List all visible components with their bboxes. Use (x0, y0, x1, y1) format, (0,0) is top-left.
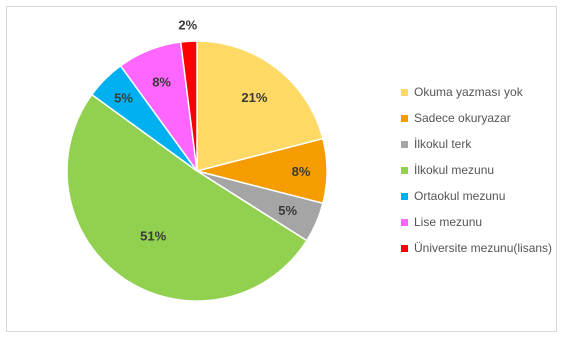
legend-label: Sadece okuryazar (414, 111, 511, 125)
legend-label: Lise mezunu (414, 215, 483, 229)
pie-slice (179, 40, 198, 172)
data-label: 5% (114, 91, 133, 106)
data-label: 8% (152, 75, 171, 90)
legend-swatch (401, 88, 408, 96)
legend-swatch (401, 192, 408, 200)
legend-label: İlkokul mezunu (414, 163, 495, 177)
legend-label: Ortaokul mezunu (414, 189, 506, 203)
data-label: 51% (140, 229, 166, 244)
legend-item: Sadece okuryazar (401, 105, 552, 131)
legend-item: Ortaokul mezunu (401, 183, 552, 209)
legend-label: İlkokul terk (414, 137, 472, 151)
legend: Okuma yazması yok Sadece okuryazar İlkokul… (401, 79, 552, 261)
data-label: 8% (292, 164, 311, 179)
legend-swatch (401, 218, 408, 226)
legend-swatch (401, 244, 408, 252)
pie-slice (66, 93, 308, 302)
pie-slice (196, 40, 324, 172)
legend-item: Lise mezunu (401, 209, 552, 235)
legend-label: Üniversite mezunu(lisans) (414, 241, 553, 255)
legend-swatch (401, 114, 408, 122)
data-label: 2% (178, 17, 197, 32)
legend-item: Üniversite mezunu(lisans) (401, 235, 552, 261)
legend-item: İlkokul terk (401, 131, 552, 157)
data-label: 5% (278, 203, 297, 218)
legend-swatch (401, 166, 408, 174)
data-label: 21% (241, 90, 267, 105)
legend-item: İlkokul mezunu (401, 157, 552, 183)
legend-label: Okuma yazması yok (414, 85, 523, 99)
legend-swatch (401, 140, 408, 148)
legend-item: Okuma yazması yok (401, 79, 552, 105)
